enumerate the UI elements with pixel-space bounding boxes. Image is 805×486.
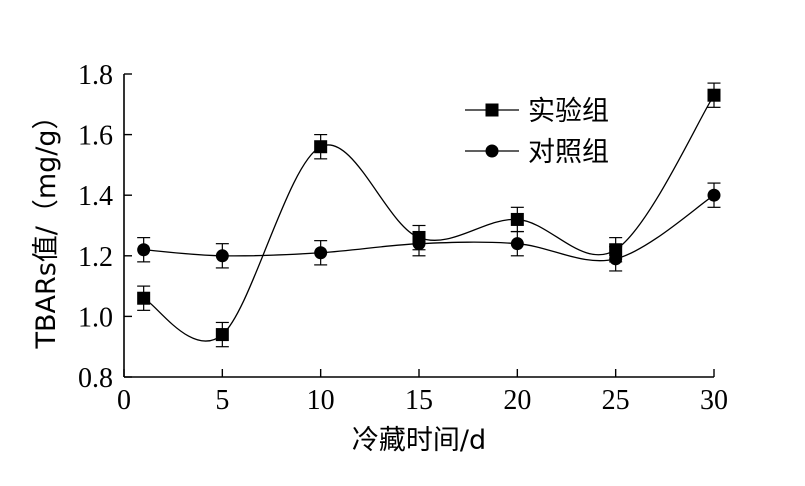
data-point-circle <box>412 237 426 251</box>
x-tick-label: 25 <box>602 385 630 416</box>
x-axis-title: 冷藏时间/d <box>352 425 486 456</box>
legend-marker-circle <box>485 144 499 158</box>
data-point-circle <box>215 249 229 263</box>
data-point-square <box>215 328 229 342</box>
series-control <box>137 182 721 272</box>
x-tick-label: 0 <box>117 385 131 416</box>
y-tick-label: 0.8 <box>78 363 113 394</box>
series-line-experimental <box>143 94 715 342</box>
y-axis-title: TBARs值/（mg/g） <box>31 102 62 349</box>
data-point-circle <box>137 243 151 257</box>
data-point-circle <box>510 237 524 251</box>
legend-item-control: 对照组 <box>465 137 609 168</box>
x-tick-label: 15 <box>405 385 433 416</box>
legend-label-experimental: 实验组 <box>528 96 609 127</box>
x-tick-label: 10 <box>307 385 335 416</box>
y-ticks: 0.8 1.0 1.2 1.4 1.6 1.8 <box>78 60 132 394</box>
y-tick-label: 1.8 <box>78 60 113 91</box>
legend-label-control: 对照组 <box>528 137 609 168</box>
legend: 实验组 对照组 <box>465 96 609 168</box>
series-line-control <box>143 194 715 262</box>
x-ticks: 0 5 10 15 20 25 30 <box>117 369 728 416</box>
y-tick-label: 1.2 <box>78 242 113 273</box>
legend-marker-square <box>485 103 499 117</box>
x-tick-label: 5 <box>215 385 229 416</box>
series-experimental <box>137 82 721 348</box>
data-point-circle <box>707 188 721 202</box>
y-tick-label: 1.4 <box>78 181 113 212</box>
data-point-square <box>137 291 151 305</box>
data-point-square <box>510 212 524 226</box>
legend-item-experimental: 实验组 <box>465 96 609 127</box>
y-tick-label: 1.0 <box>78 302 113 333</box>
plot-area <box>137 82 721 348</box>
data-point-circle <box>609 252 623 266</box>
x-tick-label: 20 <box>503 385 531 416</box>
x-tick-label: 30 <box>700 385 728 416</box>
data-point-square <box>707 88 721 102</box>
data-point-circle <box>314 246 328 260</box>
y-tick-label: 1.6 <box>78 121 113 152</box>
axes: 0 5 10 15 20 25 30 0.8 1.0 1.2 1.4 1.6 1.8 <box>78 60 728 416</box>
data-point-square <box>314 140 328 154</box>
